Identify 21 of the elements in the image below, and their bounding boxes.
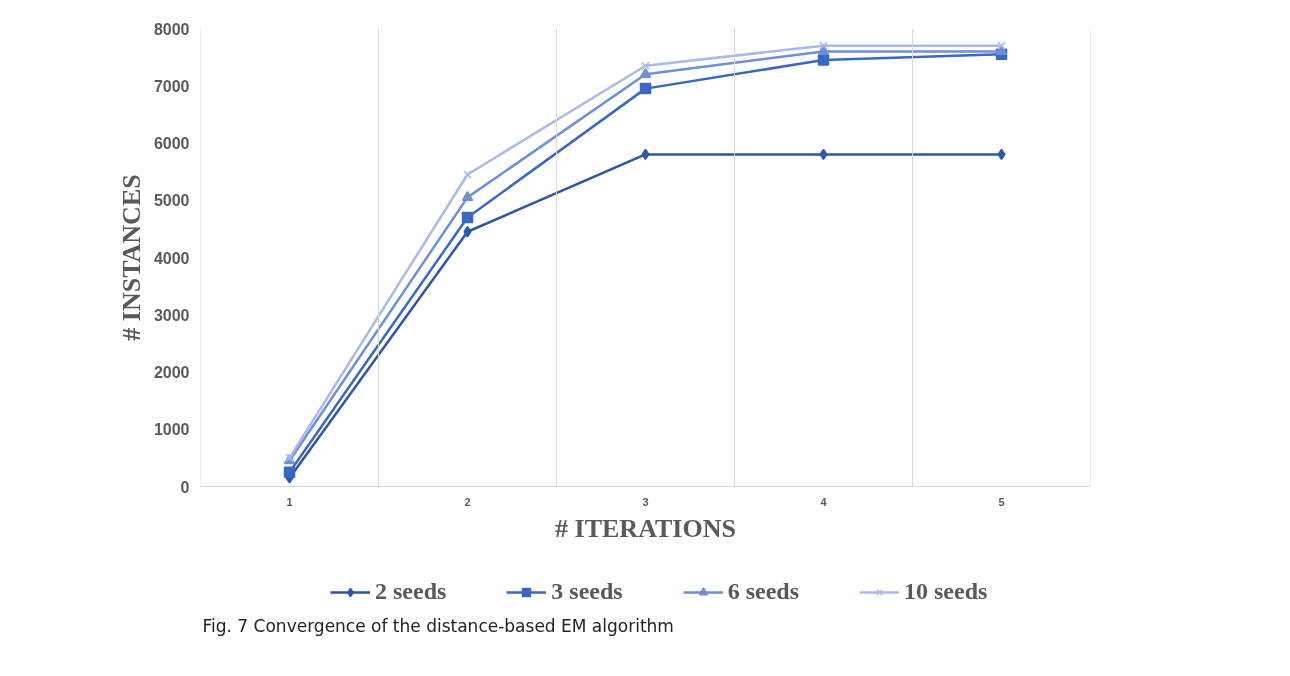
- legend-label: 2 seeds: [375, 578, 447, 605]
- x-tick-label: 5: [998, 495, 1005, 508]
- y-tick-label: 0: [180, 478, 190, 496]
- x-tick-label: 2: [464, 495, 471, 508]
- y-tick-label: 8000: [153, 20, 190, 38]
- legend-label: 3 seeds: [551, 578, 623, 605]
- y-tick-label: 5000: [153, 192, 190, 210]
- legend-label: 10 seeds: [904, 578, 988, 605]
- y-tick-label: 3000: [153, 306, 190, 324]
- legend-label: 6 seeds: [727, 578, 800, 605]
- y-axis-title: # INSTANCES: [116, 174, 146, 341]
- y-tick-label: 2000: [153, 364, 190, 381]
- x-tick-label: 3: [642, 495, 649, 508]
- y-tick-label: 7000: [153, 77, 190, 95]
- x-tick-label: 1: [286, 495, 293, 508]
- y-tick-label: 4000: [153, 249, 190, 267]
- caption: Fig. 7 Convergence of the distance-based EM algorithm: [202, 615, 674, 636]
- y-tick-label: 1000: [153, 421, 190, 439]
- x-axis-title: # ITERATIONS: [555, 513, 736, 543]
- y-tick-label: 6000: [153, 135, 190, 152]
- x-tick-label: 4: [820, 495, 828, 508]
